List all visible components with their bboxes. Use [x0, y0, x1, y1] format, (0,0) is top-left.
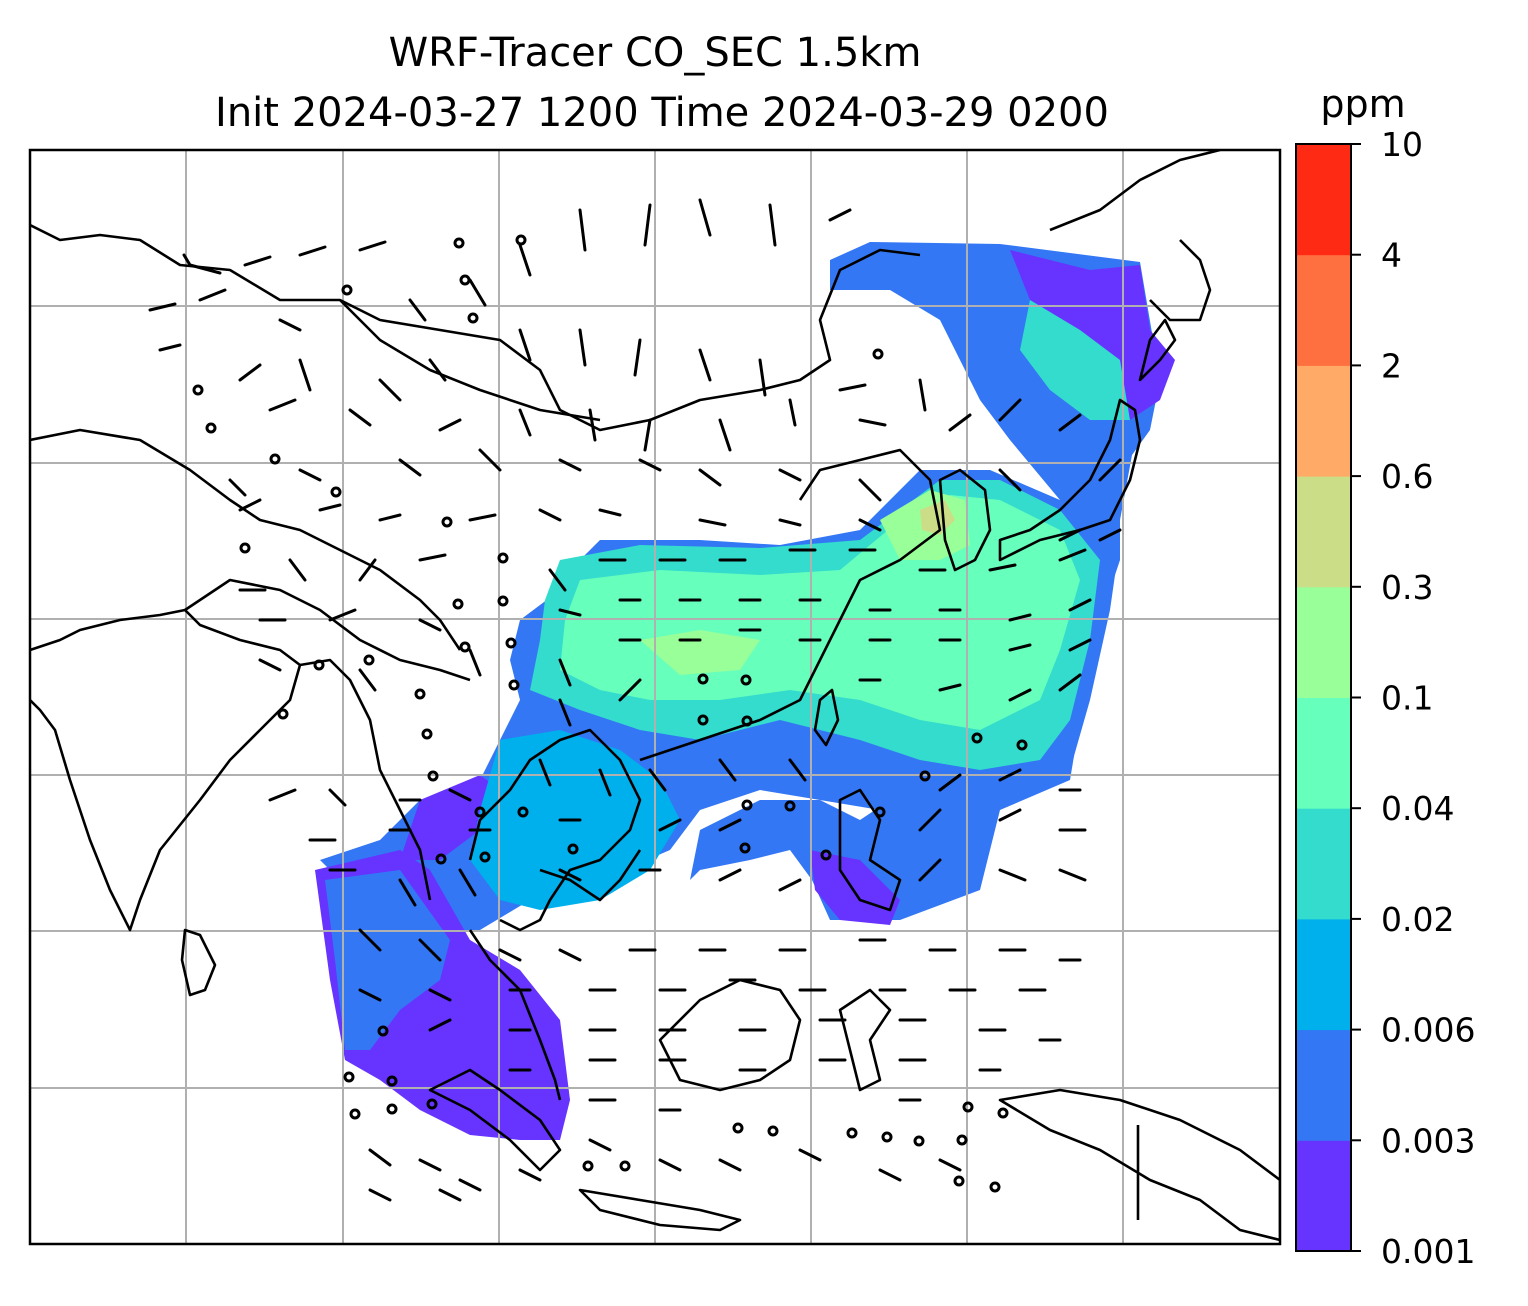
colorbar-band [1296, 1029, 1351, 1141]
title-line-1: WRF-Tracer CO_SEC 1.5km [389, 30, 922, 76]
tracer-fringe-sea [400, 775, 500, 860]
title-line-2: Init 2024-03-27 1200 Time 2024-03-29 020… [215, 90, 1109, 136]
colorbar-ticks: 0.001 0.003 0.006 0.02 0.04 0.1 0.3 0.6 2 4 10 [1351, 125, 1475, 1271]
colorbar-tick-label: 0.3 [1381, 568, 1433, 607]
colorbar-tick-label: 0.04 [1381, 789, 1454, 828]
colorbar-tick-label: 0.001 [1381, 1232, 1475, 1271]
map-frame [28, 148, 1282, 1246]
colorbar-band [1296, 808, 1351, 920]
colorbar-tick-label: 2 [1381, 346, 1402, 385]
colorbar-tick-label: 0.02 [1381, 900, 1454, 939]
gridlines [30, 150, 1280, 1244]
colorbar-band [1296, 254, 1351, 366]
colorbar-band [1296, 144, 1351, 256]
tracer-area-002-north [1020, 300, 1130, 420]
colorbar-tick-label: 0.1 [1381, 679, 1433, 718]
colorbar: ppm 0.001 0.003 0.006 0.02 0.04 0.1 0.3 0.6 2 4 10 [1295, 82, 1475, 1271]
tracer-area-01-b [640, 630, 760, 675]
tracer-area-sw-inner [325, 870, 450, 1050]
colorbar-tick-label: 0.006 [1381, 1011, 1475, 1050]
map-panel [30, 150, 1280, 1244]
colorbar-band [1296, 476, 1351, 588]
colorbar-tick-label: 0.003 [1381, 1121, 1475, 1160]
colorbar-band [1296, 1140, 1351, 1252]
colorbar-band [1296, 586, 1351, 698]
tracer-area-ne-outer [690, 242, 1160, 920]
colorbar-band [1296, 697, 1351, 809]
wind-barbs [148, 198, 1122, 1202]
tracer-fringe-north [1010, 250, 1175, 420]
colorbar-band [1296, 365, 1351, 477]
colorbar-tick-label: 0.6 [1381, 457, 1433, 496]
colorbar-band [1296, 918, 1351, 1031]
calm-markers [192, 234, 1028, 1193]
colorbar-bands [1296, 144, 1351, 1252]
coastlines [30, 150, 1280, 1242]
colorbar-unit: ppm [1320, 82, 1405, 126]
colorbar-tick-label: 10 [1381, 125, 1423, 164]
colorbar-tick-label: 4 [1381, 236, 1402, 275]
